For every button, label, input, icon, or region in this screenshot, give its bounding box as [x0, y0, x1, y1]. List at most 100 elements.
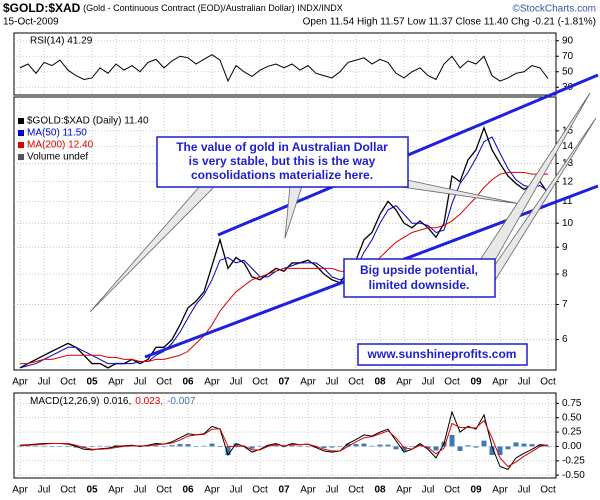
y-tick-label: 0.75 [562, 398, 582, 409]
legend-swatch [18, 130, 24, 136]
histogram-bar [361, 443, 367, 447]
panel [13, 392, 557, 479]
annotation-box [156, 136, 409, 188]
annotation-line: Big upside potential, [360, 263, 478, 277]
x-tick-label: Oct [444, 485, 460, 496]
panel-title: RSI(14) 41.29 [30, 36, 93, 47]
x-tick-label: 08 [374, 377, 386, 388]
histogram-bar [161, 446, 167, 447]
legend-label: MA(200) 12.40 [27, 140, 94, 151]
panel [13, 32, 557, 96]
header-title: $GOLD:$XAD (Gold - Continuous Contract (… [3, 1, 343, 15]
histogram-bar [329, 446, 335, 448]
y-tick-label: 8 [562, 269, 568, 280]
series-line [19, 410, 549, 470]
histogram-bar [33, 445, 39, 447]
x-tick-label: Apr [12, 485, 28, 496]
x-tick-label: Oct [60, 377, 76, 388]
x-tick-label: Jul [422, 377, 435, 388]
x-tick-label: Oct [444, 377, 460, 388]
x-tick-label: 06 [182, 485, 194, 496]
x-tick-label: Jul [230, 377, 243, 388]
panel-title: MACD(12,26,9) 0.016, 0.023, -0.007 [30, 396, 196, 407]
histogram-bar [225, 446, 231, 456]
panel-title-part: 0.016, [103, 396, 131, 407]
y-tick-label: -0.50 [562, 470, 585, 481]
panel-title-part: 0.023, [135, 396, 163, 407]
source: ©StockCharts.com [512, 4, 596, 15]
x-tick-label: Apr [396, 485, 412, 496]
histogram-bar [17, 445, 23, 447]
x-tick-label: Jul [38, 377, 51, 388]
series-line [20, 171, 548, 365]
quote: Open 11.54 High 11.57 Low 11.37 Close 11… [303, 17, 596, 28]
histogram-bar [57, 446, 63, 447]
histogram-bar [337, 446, 343, 447]
histogram-bar [297, 446, 303, 447]
histogram-bar [385, 444, 391, 447]
x-tick-label: Apr [492, 377, 508, 388]
y-tick-label: 0.00 [562, 441, 582, 452]
histogram-bar [457, 446, 463, 452]
x-tick-label: Jul [326, 377, 339, 388]
x-tick-label: 09 [470, 485, 482, 496]
legend-swatch [18, 154, 24, 160]
date: 15-Oct-2009 [3, 17, 59, 28]
histogram-bar [401, 446, 407, 452]
x-tick-label: Jul [518, 377, 531, 388]
histogram-bar [153, 445, 159, 447]
annotation-line: limited downside. [369, 278, 470, 292]
url: www.sunshineprofits.com [367, 347, 517, 361]
histogram-bar [73, 446, 79, 448]
x-tick-label: Apr [108, 485, 124, 496]
histogram-bar [289, 445, 295, 447]
x-tick-label: 05 [86, 377, 98, 388]
legend-label: $GOLD:$XAD (Daily) 11.40 [27, 116, 149, 127]
histogram-bar [105, 445, 111, 447]
histogram-bar [97, 445, 103, 447]
histogram-bar [345, 443, 351, 447]
symbol: $GOLD:$XAD [3, 1, 81, 15]
histogram-bar [113, 445, 119, 447]
x-tick-label: Oct [60, 485, 76, 496]
x-tick-label: 05 [86, 485, 98, 496]
legend-label: Volume undef [27, 152, 88, 163]
annotation-line: The value of gold in Australian Dollar [176, 140, 388, 154]
x-tick-label: Oct [348, 485, 364, 496]
x-tick-label: Jul [518, 485, 531, 496]
histogram-bar [489, 446, 495, 456]
histogram-bar [233, 443, 239, 447]
y-tick-label: 0.50 [562, 412, 582, 423]
histogram-bar [201, 445, 207, 447]
histogram-bar [393, 446, 399, 450]
histogram-bar [473, 446, 479, 448]
x-tick-label: Jul [422, 485, 435, 496]
y-tick-label: 7 [562, 299, 568, 310]
x-tick-label: Apr [204, 485, 220, 496]
annotation-line: is very stable, but this is the way [189, 154, 376, 168]
histogram-bar [465, 445, 471, 447]
histogram-bar [193, 446, 199, 447]
x-tick-label: Apr [204, 377, 220, 388]
x-tick-label: Apr [300, 485, 316, 496]
y-tick-label: 9 [562, 242, 568, 253]
histogram-bar [209, 443, 215, 447]
histogram-bar [305, 446, 311, 447]
x-tick-label: Apr [396, 377, 412, 388]
histogram-bar [497, 446, 503, 456]
histogram-bar [433, 446, 439, 451]
histogram-bar [265, 445, 271, 447]
histogram-bar [41, 445, 47, 447]
y-tick-label: 11 [562, 196, 573, 207]
x-tick-label: 07 [278, 485, 290, 496]
histogram-bar [481, 440, 487, 447]
histogram-bar [169, 445, 175, 447]
x-tick-label: 06 [182, 377, 194, 388]
histogram-bar [313, 446, 319, 448]
panel-title-part: MACD(12,26,9) [30, 396, 99, 407]
x-tick-label: Oct [156, 377, 172, 388]
x-tick-label: Jul [38, 485, 51, 496]
x-tick-label: 09 [470, 377, 482, 388]
x-tick-label: Oct [348, 377, 364, 388]
